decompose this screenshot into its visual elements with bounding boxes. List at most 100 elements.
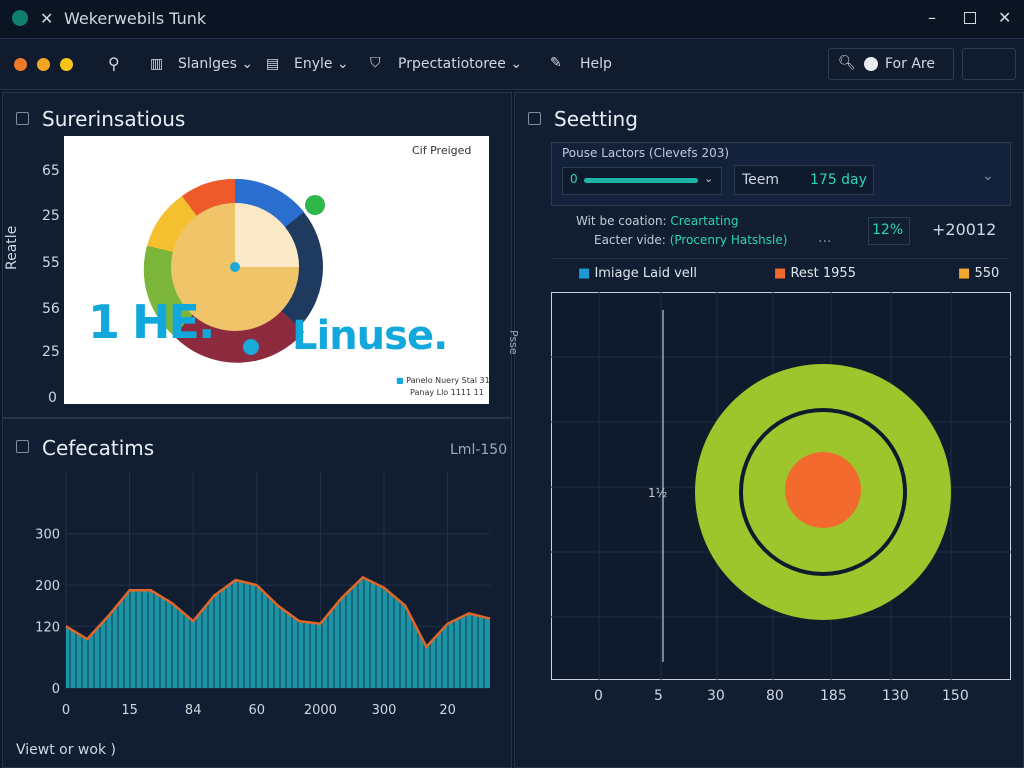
- y-axis-label: Psse: [507, 330, 520, 355]
- legend-swatch: ■: [958, 266, 971, 281]
- y-label: 25: [42, 208, 60, 224]
- search-badge: [864, 57, 878, 71]
- legend-item: ■ 550: [958, 266, 999, 281]
- y-tick-label: 0: [52, 682, 60, 697]
- app-icon: [12, 10, 28, 26]
- legend-item: ■ Rest 1955: [774, 266, 856, 281]
- menu-icon: ⛉: [370, 55, 381, 71]
- menu-icon: ✎: [550, 55, 562, 71]
- trend-chart: 0 120 200 300 0 15 84 60 2000 300 20: [35, 472, 491, 718]
- group-label: Pouse Lactors (Clevefs 203): [562, 146, 730, 160]
- checkbox[interactable]: [16, 112, 29, 125]
- y-tick-label: 120: [35, 620, 60, 635]
- percent: 12%: [872, 222, 904, 238]
- legend-text: Panelo Nuery Stal 31: [406, 376, 490, 385]
- x-label: 0: [594, 688, 603, 704]
- status-text: Viewt or wok ): [16, 742, 116, 758]
- legend-swatch: ■: [774, 266, 787, 281]
- search-box[interactable]: [828, 48, 954, 80]
- y-label: 65: [42, 163, 60, 179]
- menu-label: Prpectatiotoree: [398, 56, 506, 72]
- window-title: Wekerwebils Tunk: [64, 9, 207, 28]
- x-label: 30: [707, 688, 725, 704]
- y-label: 55: [42, 255, 60, 271]
- info-row: Wit be coation: Creartating: [576, 214, 738, 228]
- center: [230, 262, 240, 272]
- checkbox[interactable]: [16, 440, 29, 453]
- legend-swatch: ■: [578, 266, 591, 281]
- info-value: Creartating: [670, 214, 739, 228]
- panel-title: Cefecatims: [42, 436, 155, 460]
- close-tab[interactable]: ✕: [40, 9, 54, 28]
- dot: [60, 58, 73, 71]
- line: [65, 575, 491, 650]
- x-tick-label: 0: [62, 703, 70, 718]
- y-tick-label: 300: [35, 528, 60, 543]
- panel-corner: Lml-150: [450, 442, 508, 458]
- y-label: 0: [48, 390, 57, 406]
- image-text: Linuse.: [292, 313, 448, 359]
- title-bar: [0, 0, 1024, 39]
- image-corner: Cif Preiged: [412, 144, 472, 157]
- y-tick-label: 200: [35, 579, 60, 594]
- x-tick-label: 84: [185, 703, 202, 718]
- menu-icon: ▥: [150, 56, 164, 72]
- x-tick-label: 60: [249, 703, 266, 718]
- checkbox[interactable]: [528, 112, 541, 125]
- target-plot: [551, 292, 1011, 680]
- total: +20012: [932, 220, 997, 239]
- legend-item: ■ Imiage Laid vell: [578, 266, 697, 281]
- dot: [14, 58, 27, 71]
- group-expand[interactable]: ⌄: [982, 168, 994, 184]
- menu-icon: ▤: [266, 56, 280, 72]
- info-value: (Procenry Hatshsle): [669, 233, 788, 247]
- center-dot: [785, 452, 861, 528]
- x-tick-label: 2000: [304, 703, 337, 718]
- y-label: 56: [42, 301, 60, 317]
- x-label: 130: [882, 688, 909, 704]
- x-label: 150: [942, 688, 969, 704]
- x-tick-label: 20: [439, 703, 456, 718]
- device-button[interactable]: [962, 48, 1016, 80]
- image-text: 1 HE.: [88, 295, 215, 349]
- bubble: [243, 339, 259, 355]
- donut-graphic: [143, 178, 325, 363]
- close[interactable]: ✕: [998, 8, 1012, 27]
- field-label: Teem: [742, 172, 780, 188]
- menu[interactable]: Enyle ⌄: [294, 56, 349, 72]
- menu[interactable]: Prpectatiotoree ⌄: [398, 56, 523, 72]
- x-label: 80: [766, 688, 784, 704]
- y-axis-label: Reatle: [4, 225, 20, 270]
- legend-text: Rest 1955: [790, 266, 856, 281]
- slider-track: [584, 178, 698, 183]
- image-legend: ■ Panelo Nuery Stal 31: [396, 376, 490, 385]
- check-badge: [305, 195, 325, 215]
- menu-label: Enyle: [294, 56, 333, 72]
- info-label: Wit be coation:: [576, 214, 667, 228]
- field-value: 175 day: [810, 172, 867, 188]
- info-row: Eacter vide: (Procenry Hatshsle): [594, 233, 787, 247]
- slider-value: 0: [570, 172, 578, 186]
- info-label: Eacter vide:: [594, 233, 666, 247]
- minimize[interactable]: –: [928, 8, 936, 27]
- y-label: 25: [42, 344, 60, 360]
- legend-text: 550: [974, 266, 1000, 281]
- menu-label: Help: [580, 56, 612, 72]
- menu[interactable]: Slanlges ⌄: [178, 56, 254, 72]
- tool-icon[interactable]: ⚲: [108, 54, 120, 73]
- search-text: For Are: [885, 56, 935, 72]
- highlight: [235, 203, 299, 267]
- dot: [37, 58, 50, 71]
- menu[interactable]: Help: [580, 56, 612, 72]
- duration-field[interactable]: [734, 165, 874, 195]
- x-label: 5: [654, 688, 663, 704]
- image-legend: Panay Llo 1111 11: [410, 388, 484, 397]
- maximize[interactable]: [964, 12, 976, 24]
- x-tick-label: 15: [121, 703, 138, 718]
- panel-title: Seetting: [554, 107, 638, 131]
- legend-text: Imiage Laid vell: [594, 266, 698, 281]
- ellipsis: ...: [818, 230, 832, 246]
- inner-ring: [739, 408, 907, 576]
- dropdown-arrow: ⌄: [704, 172, 714, 185]
